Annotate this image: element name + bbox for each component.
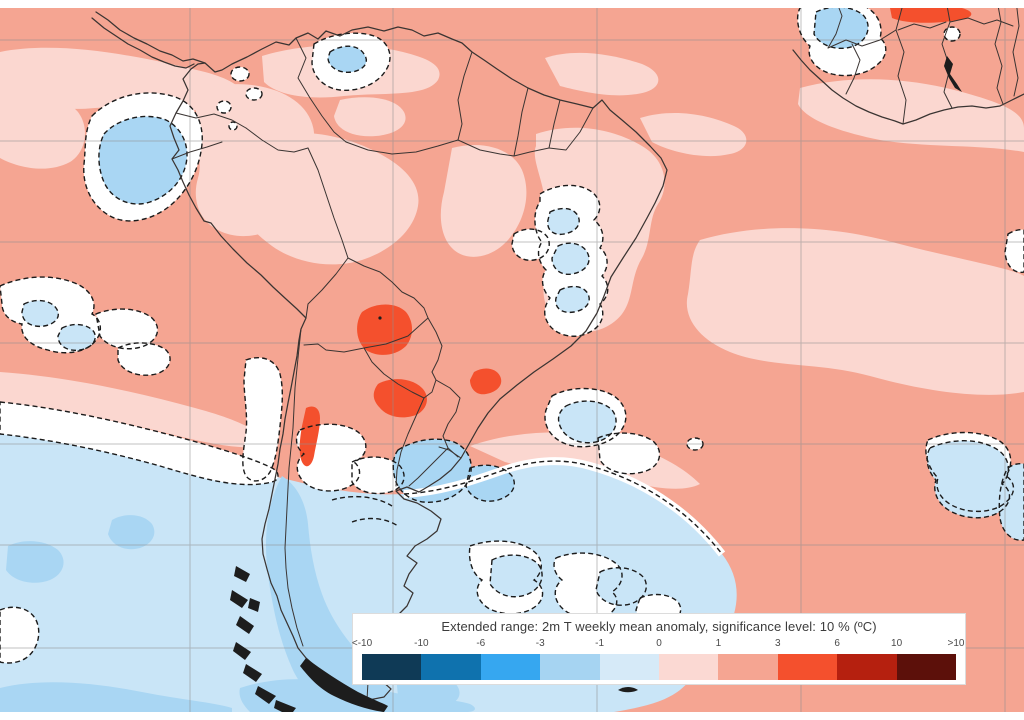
- colorbar-tick: -1: [595, 638, 605, 649]
- africa-coastline: [792, 49, 1024, 125]
- bolivia-brazil-border: [347, 257, 429, 319]
- colorbar-segment: [480, 654, 541, 680]
- legend-box: Extended range: 2m T weekly mean anomaly…: [352, 613, 966, 685]
- chile-argentina-border: [284, 328, 304, 647]
- colorbar-segment: [896, 654, 957, 680]
- bolivia-hot-patch: [357, 304, 412, 355]
- coastlines-and-borders: [91, 0, 1024, 701]
- central-america-coast: [95, 11, 206, 64]
- colorbar-segment: [718, 654, 778, 680]
- colorbar-tick: 0: [656, 638, 662, 649]
- colorbar-segment: [540, 654, 600, 680]
- south-atlantic-island: [618, 687, 638, 693]
- venezuela-brazil-border: [345, 139, 459, 155]
- patagonia-andes-cool-strip: [266, 476, 391, 710]
- colombia-venezuela-border: [295, 37, 347, 143]
- peru-brazil-border: [307, 147, 349, 259]
- top-margin: [0, 0, 1024, 8]
- colorbar-tick: 3: [775, 638, 781, 649]
- bottom-margin: [0, 712, 1024, 720]
- colorbar-segment: [421, 654, 481, 680]
- colorbar-segment: [777, 654, 838, 680]
- colorbar-tick: <-10: [351, 638, 373, 649]
- warm-light-regions: [0, 45, 1024, 489]
- significance-contours: [0, 0, 1024, 664]
- legend-title: Extended range: 2m T weekly mean anomaly…: [441, 619, 877, 634]
- parana-river-border: [395, 397, 425, 487]
- africa-hot-patch: [890, 3, 972, 23]
- central-america-pacific-coast: [91, 17, 195, 69]
- colorbar-tick: -3: [535, 638, 545, 649]
- peru-offshore-cool-core: [98, 116, 188, 205]
- cool-inner-light-patches: [22, 208, 1024, 606]
- colorbar-tick: 10: [891, 638, 903, 649]
- colorbar-tick: -6: [476, 638, 486, 649]
- south-america-borders: [171, 37, 594, 701]
- tierra-del-fuego-ink: [300, 658, 388, 712]
- pacific-boundary-white-band: [0, 402, 278, 485]
- south-america-coastline: [169, 26, 668, 701]
- colorbar-tick: 6: [834, 638, 840, 649]
- colorbar-segment: [837, 654, 897, 680]
- colorbar-segment: [659, 654, 719, 680]
- argentina-hot-strip: [299, 406, 320, 467]
- land-ink-details: [230, 56, 962, 716]
- colorbar: [362, 654, 957, 680]
- chilean-fjords: [234, 566, 250, 582]
- hot-patches: [299, 3, 972, 467]
- paraguay-hot-patch: [373, 379, 427, 418]
- colorbar-tick: >10: [947, 638, 965, 649]
- colorbar-segment: [599, 654, 660, 680]
- colorbar-ticks: <-10 -10 -6 -3 -1 0 1 3 6 10 >10: [352, 638, 965, 652]
- colorbar-segment: [362, 654, 422, 680]
- lake-volta: [944, 56, 962, 92]
- graticule: [0, 8, 1024, 712]
- colorbar-tick: 1: [715, 638, 722, 649]
- cool-inner-patches: [98, 7, 869, 503]
- colorbar-tick: -10: [414, 638, 429, 649]
